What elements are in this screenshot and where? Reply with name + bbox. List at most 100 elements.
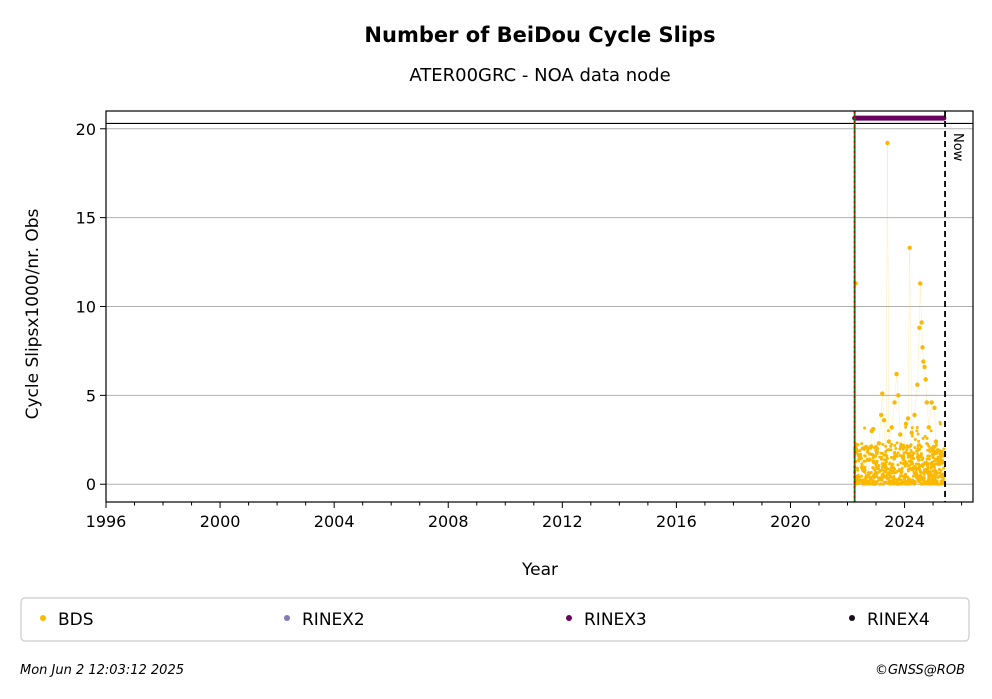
bds-point xyxy=(914,470,918,474)
x-tick-label: 2020 xyxy=(770,512,811,531)
bds-point xyxy=(910,426,914,430)
bds-point xyxy=(878,482,882,486)
bds-point xyxy=(936,475,940,479)
bds-point xyxy=(906,467,910,471)
bds-point xyxy=(884,444,888,448)
bds-point xyxy=(884,480,888,484)
bds-point xyxy=(926,481,930,485)
bds-point xyxy=(899,442,903,446)
bds-point xyxy=(900,466,904,470)
legend-marker xyxy=(284,615,290,621)
bds-point xyxy=(899,478,903,482)
bds-point xyxy=(898,469,902,473)
bds-point xyxy=(881,418,887,423)
bds-point xyxy=(909,430,914,435)
bds-point xyxy=(890,471,894,475)
bds-point xyxy=(933,457,937,461)
bds-point xyxy=(926,473,930,477)
bds-point xyxy=(896,451,900,455)
y-tick-label: 10 xyxy=(76,298,96,317)
bds-point xyxy=(885,140,890,146)
bds-point xyxy=(938,420,942,424)
bds-point xyxy=(885,473,889,477)
bds-point xyxy=(874,465,878,469)
bds-point xyxy=(872,445,876,449)
bds-point xyxy=(935,451,939,455)
bds-point xyxy=(928,470,932,474)
bds-point xyxy=(931,448,935,452)
bds-point xyxy=(905,445,909,449)
y-tick-label: 5 xyxy=(86,386,96,405)
bds-point xyxy=(909,466,913,470)
bds-point xyxy=(912,451,916,455)
bds-point xyxy=(898,445,902,449)
bds-point xyxy=(891,482,895,486)
bds-point xyxy=(877,467,881,471)
bds-point xyxy=(923,377,928,382)
bds-point xyxy=(941,460,945,464)
bds-point xyxy=(906,478,910,482)
bds-point xyxy=(927,477,931,481)
bds-point xyxy=(916,432,920,436)
bds-point xyxy=(917,439,921,443)
bds-point xyxy=(861,482,865,486)
bds-point xyxy=(867,457,871,461)
bds-point xyxy=(881,472,885,476)
y-tick-label: 15 xyxy=(76,209,96,228)
bds-point xyxy=(869,446,873,450)
bds-point xyxy=(881,442,885,446)
axes: 0 5 10 15 20 1996 2000 2004 2008 2012 2016 2020 2024 xyxy=(76,110,974,531)
bds-point xyxy=(887,448,891,452)
bds-point xyxy=(866,450,870,454)
bds-point xyxy=(915,425,919,429)
bds-point xyxy=(871,453,875,457)
bds-point xyxy=(909,449,913,453)
bds-point xyxy=(858,449,862,453)
bds-point xyxy=(932,405,937,411)
bds-point xyxy=(920,458,924,462)
bds-point xyxy=(904,450,908,454)
bds-point xyxy=(934,443,938,447)
x-tick-label: 2008 xyxy=(428,512,469,531)
bds-point xyxy=(901,462,905,466)
bds-point xyxy=(917,458,921,462)
bds-point xyxy=(936,448,941,453)
legend-label: RINEX2 xyxy=(302,610,365,630)
bds-point xyxy=(901,480,905,484)
gridlines xyxy=(106,128,973,485)
footer-timestamp: Mon Jun 2 12:03:12 2025 xyxy=(20,663,184,678)
bds-point xyxy=(889,425,894,430)
bds-point xyxy=(896,393,901,398)
bds-point xyxy=(894,471,898,475)
bds-point xyxy=(893,477,897,481)
bds-point xyxy=(918,281,923,286)
reference-lines: Now xyxy=(106,111,973,502)
bds-point xyxy=(906,452,910,456)
bds-point xyxy=(912,480,916,484)
bds-point xyxy=(939,450,943,454)
bds-point xyxy=(889,455,893,459)
bds-point xyxy=(874,475,878,479)
bds-point xyxy=(895,441,899,445)
bds-point xyxy=(933,439,939,444)
bds-point xyxy=(891,462,895,466)
bds-point xyxy=(880,462,884,466)
bds-point xyxy=(888,462,892,466)
bds-point xyxy=(909,444,913,448)
bds-point xyxy=(930,452,934,456)
legend-label: RINEX4 xyxy=(867,610,930,630)
bds-point xyxy=(909,462,913,466)
y-tick-label: 20 xyxy=(76,120,96,139)
bds-point xyxy=(922,470,926,474)
bds-point xyxy=(876,441,882,446)
bds-point xyxy=(884,470,888,474)
bds-point xyxy=(866,471,872,476)
bds-point xyxy=(933,481,937,485)
bds-point xyxy=(938,453,944,458)
bds-point xyxy=(936,455,940,459)
bds-point xyxy=(904,425,908,429)
bds-point xyxy=(871,456,875,460)
bds-point xyxy=(876,471,880,475)
x-tick-label: 2000 xyxy=(200,512,241,531)
x-tick-label: 2016 xyxy=(656,512,697,531)
